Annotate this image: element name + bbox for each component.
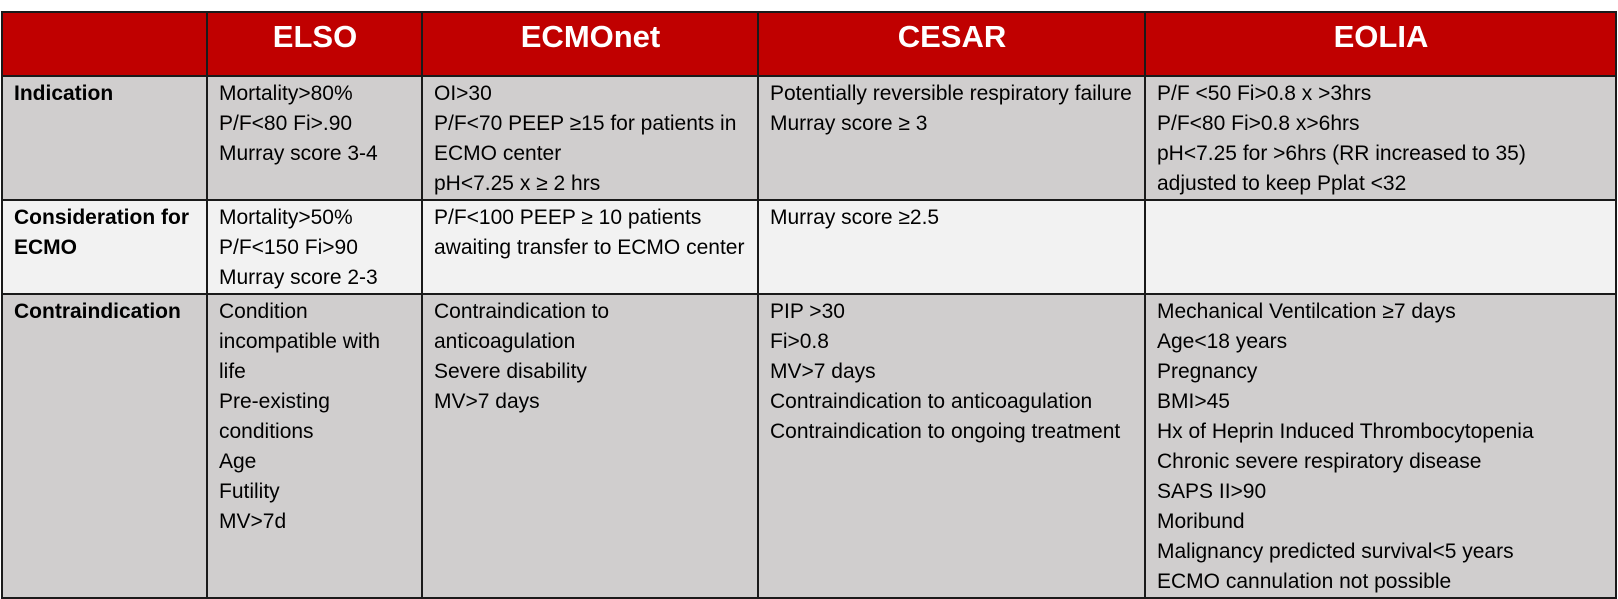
criterion-item: ECMO cannulation not possible xyxy=(1157,570,1452,593)
criterion-item: Potentially reversible respiratory failu… xyxy=(770,82,1132,105)
criterion-item: OI>30 xyxy=(434,82,492,105)
criterion-item: Age<18 years xyxy=(1157,330,1288,353)
criterion-item: pH<7.25 x ≥ 2 hrs xyxy=(434,172,601,195)
cell-consideration-ecmonet: P/F<100 PEEP ≥ 10 patients awaiting tran… xyxy=(421,199,759,295)
header-cesar: CESAR xyxy=(757,11,1146,77)
criterion-item: Hx of Heprin Induced Thrombocytopenia xyxy=(1157,420,1534,443)
criterion-item: Murray score ≥2.5 xyxy=(770,206,940,229)
criterion-item: Mechanical Ventilcation ≥7 days xyxy=(1157,300,1456,323)
criterion-item: pH<7.25 for >6hrs (RR increased to 35) a… xyxy=(1157,142,1526,195)
criterion-item: PIP >30 xyxy=(770,300,845,323)
header-eolia: EOLIA xyxy=(1144,11,1617,77)
cell-consideration-eolia xyxy=(1144,199,1617,295)
row-label-consideration: Consideration for ECMO xyxy=(1,199,208,295)
criterion-item: Contraindication to ongoing treatment xyxy=(770,420,1121,443)
criterion-item: Malignancy predicted survival<5 years xyxy=(1157,540,1514,563)
criterion-item: Futility xyxy=(219,480,280,503)
criterion-item: Contraindication to anticoagulation xyxy=(770,390,1093,413)
cell-indication-ecmonet: OI>30 P/F<70 PEEP ≥15 for patients in ECM… xyxy=(421,75,759,201)
cell-consideration-cesar: Murray score ≥2.5 xyxy=(757,199,1146,295)
cell-contraindication-eolia: Mechanical Ventilcation ≥7 days Age<18 ye… xyxy=(1144,293,1617,599)
cell-indication-elso: Mortality>80% P/F<80 Fi>.90 Murray score 3… xyxy=(206,75,423,201)
cell-contraindication-ecmonet: Contraindication to anticoagulation Sever… xyxy=(421,293,759,599)
row-indication: Indication Mortality>80% P/F<80 Fi>.90 Mur… xyxy=(1,75,1617,201)
criterion-item: P/F<70 PEEP ≥15 for patients in ECMO cen… xyxy=(434,112,737,165)
criterion-item: P/F<80 Fi>0.8 x>6hrs xyxy=(1157,112,1360,135)
cell-consideration-elso: Mortality>50% P/F<150 Fi>90 Murray score 2… xyxy=(206,199,423,295)
cell-indication-cesar: Potentially reversible respiratory failu… xyxy=(757,75,1146,201)
criterion-item: Pregnancy xyxy=(1157,360,1258,383)
criterion-item: Pre-existing conditions xyxy=(219,390,330,443)
criterion-item: Murray score 2-3 xyxy=(219,266,378,289)
criterion-item: Mortality>50% xyxy=(219,206,353,229)
cell-contraindication-cesar: PIP >30 Fi>0.8 MV>7 days Contraindication t… xyxy=(757,293,1146,599)
criterion-item: Murray score ≥ 3 xyxy=(770,112,928,135)
criterion-item: P/F <50 Fi>0.8 x >3hrs xyxy=(1157,82,1372,105)
criterion-item: Moribund xyxy=(1157,510,1245,533)
criterion-item: Contraindication to anticoagulation xyxy=(434,300,610,353)
row-label-indication: Indication xyxy=(1,75,208,201)
criterion-item: MV>7d xyxy=(219,510,287,533)
criterion-item: Age xyxy=(219,450,257,473)
header-elso: ELSO xyxy=(206,11,423,77)
header-row: ELSO ECMOnet CESAR EOLIA xyxy=(1,11,1617,77)
criterion-item: P/F<150 Fi>90 xyxy=(219,236,358,259)
row-consideration: Consideration for ECMO Mortality>50% P/F<… xyxy=(1,199,1617,295)
ecmo-criteria-table: ELSO ECMOnet CESAR EOLIA Indication Mort… xyxy=(1,11,1617,599)
criterion-item: Fi>0.8 xyxy=(770,330,829,353)
criterion-item: Murray score 3-4 xyxy=(219,142,378,165)
criterion-item: P/F<100 PEEP ≥ 10 patients awaiting tran… xyxy=(434,206,745,259)
criterion-item: Condition incompatible with life xyxy=(219,300,381,383)
criterion-item: BMI>45 xyxy=(1157,390,1230,413)
criterion-item: P/F<80 Fi>.90 xyxy=(219,112,353,135)
criterion-item: Mortality>80% xyxy=(219,82,353,105)
header-corner xyxy=(1,11,208,77)
header-ecmonet: ECMOnet xyxy=(421,11,759,77)
criterion-item: MV>7 days xyxy=(770,360,876,383)
row-label-contraindication: Contraindication xyxy=(1,293,208,599)
row-contraindication: Contraindication Condition incompatible … xyxy=(1,293,1617,599)
criterion-item: Chronic severe respiratory disease xyxy=(1157,450,1482,473)
criterion-item: Severe disability xyxy=(434,360,587,383)
cell-contraindication-elso: Condition incompatible with life Pre-exis… xyxy=(206,293,423,599)
criterion-item: SAPS II>90 xyxy=(1157,480,1267,503)
cell-indication-eolia: P/F <50 Fi>0.8 x >3hrs P/F<80 Fi>0.8 x>6h… xyxy=(1144,75,1617,201)
criterion-item: MV>7 days xyxy=(434,390,540,413)
